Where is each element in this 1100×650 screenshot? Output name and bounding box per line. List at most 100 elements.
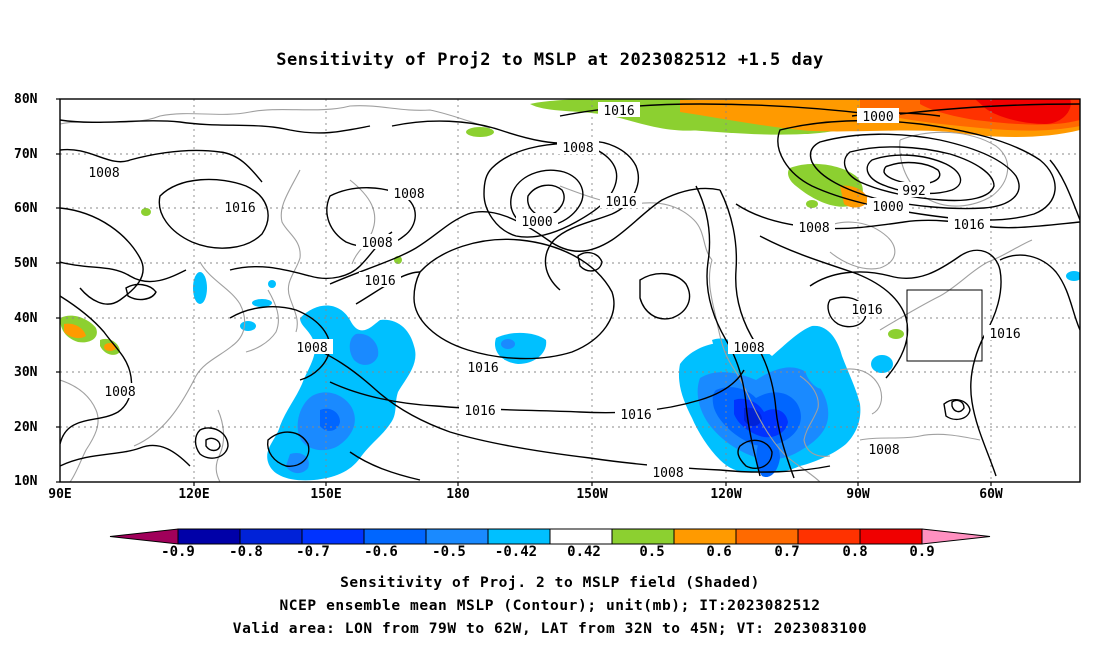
- colorbar-label: -0.42: [494, 544, 538, 560]
- contour-1008-trop: [299, 343, 721, 471]
- chart-title: Sensitivity of Proj2 to MSLP at 20230825…: [276, 50, 824, 70]
- coastline-siberia: [60, 105, 491, 129]
- isobar-label: 1000: [521, 215, 552, 230]
- shade-midblue-cpac: [501, 339, 515, 349]
- isobar-label: 1008: [393, 187, 424, 202]
- shade-lightblue-blob-2: [252, 299, 272, 307]
- contour-asia-mid: [60, 207, 144, 305]
- colorbar-segment: [859, 528, 923, 545]
- colorbar-label: 0.6: [706, 544, 732, 560]
- coastline-japan: [245, 289, 279, 353]
- colorbar-label: 0.9: [909, 544, 935, 560]
- contour-asia-tc: [194, 427, 229, 459]
- coastline-west-north-america: [708, 259, 821, 482]
- isobar-label: 1008: [868, 443, 899, 458]
- colorbar-label: 0.5: [639, 544, 665, 560]
- positive-sensitivity-shading: [60, 99, 1080, 355]
- isobar-labels: 1016 1000 1008 1008 1016 1008 1016 992 1…: [83, 102, 1026, 481]
- lat-label-80n: 80N: [14, 92, 38, 107]
- contour-greenland-low-4: [866, 154, 962, 195]
- valid-area-box: [906, 289, 983, 362]
- caption-line-1: Sensitivity of Proj. 2 to MSLP field (Sh…: [340, 575, 760, 591]
- isobar-label: 1008: [562, 141, 593, 156]
- isobar-label: 1008: [798, 221, 829, 236]
- mslp-contours: [60, 103, 1080, 481]
- lat-label-50n: 50N: [14, 256, 38, 271]
- axis-ticks: [56, 98, 992, 486]
- isobar-label: 1016: [464, 404, 495, 419]
- lat-label-70n: 70N: [14, 147, 38, 162]
- lat-label-60n: 60N: [14, 201, 38, 216]
- lon-label-90e: 90E: [48, 487, 72, 502]
- coastline-east-north-america: [879, 239, 1033, 331]
- contour-asia-small: [125, 283, 157, 301]
- isobar-label: 1016: [851, 303, 882, 318]
- contour-subtrop-small: [639, 273, 691, 320]
- contour-1016-north-pacific: [329, 187, 721, 285]
- contour-na-1016: [759, 235, 909, 379]
- colorbar-label: 0.7: [774, 544, 800, 560]
- colorbar-label: -0.5: [432, 544, 466, 560]
- colorbar-segment: [611, 528, 675, 545]
- colorbar-segment: [673, 528, 737, 545]
- lat-label-10n: 10N: [14, 474, 38, 489]
- isobar-label: 1008: [652, 466, 683, 481]
- contour-trop-east: [737, 439, 773, 470]
- contour-asia-trop: [60, 444, 191, 467]
- isobar-label: 1000: [862, 110, 893, 125]
- contour-na-1008: [735, 203, 1080, 230]
- contour-atl-east-2: [1049, 159, 1080, 221]
- contour-arctic-north-east: [899, 103, 1080, 115]
- contour-asia-high: [158, 178, 269, 249]
- lon-label-90w: 90W: [846, 487, 870, 502]
- isobar-label: 1016: [224, 201, 255, 216]
- lat-label-20n: 20N: [14, 420, 38, 435]
- contour-greenland-low-1: [777, 119, 1056, 221]
- isobar-label: 1008: [733, 341, 764, 356]
- coastline-kamchatka: [349, 179, 376, 265]
- contour-asia-mid-2: [60, 261, 187, 283]
- isobar-label: 1016: [620, 408, 651, 423]
- coastline-gulf-of-mexico: [799, 375, 831, 457]
- colorbar-label: 0.8: [842, 544, 868, 560]
- coastline-philippines: [215, 409, 225, 482]
- isobar-label: 1000: [872, 200, 903, 215]
- contour-japan: [229, 306, 331, 381]
- isobar-label: 1016: [364, 274, 395, 289]
- colorbar-segment: [797, 528, 861, 545]
- caption-line-3: Valid area: LON from 79W to 62W, LAT fro…: [232, 621, 868, 637]
- coastline-caribbean: [859, 433, 981, 441]
- lon-label-120e: 120E: [178, 487, 210, 502]
- isobar-label: 992: [902, 184, 925, 199]
- lon-label-150w: 150W: [576, 487, 608, 502]
- contour-subtrop-small-3: [267, 431, 310, 467]
- contour-na-ring-a: [827, 296, 867, 328]
- shade-lightblue-wpac: [267, 305, 416, 481]
- colorbar-segment: [735, 528, 799, 545]
- shade-midblue-wpac-3: [286, 452, 309, 474]
- colorbar-min-triangle: [109, 528, 179, 545]
- contour-subtrop-small-2: [577, 251, 603, 272]
- colorbar-label: 0.42: [567, 544, 601, 560]
- shade-orange-asia-2: [104, 343, 116, 351]
- contour-greenland-low-5: [883, 161, 941, 185]
- contour-asia-north: [60, 148, 263, 183]
- isobar-label: 1016: [605, 195, 636, 210]
- contour-na-ring-c: [951, 399, 965, 413]
- colorbar: [109, 528, 991, 545]
- colorbar-segment: [487, 528, 551, 545]
- shade-green-blob-4: [888, 329, 904, 339]
- contour-na-high: [809, 249, 1002, 477]
- shade-green-blob-3: [806, 200, 818, 208]
- colorbar-segment: [301, 528, 365, 545]
- isobar-label: 1016: [953, 218, 984, 233]
- shade-lightblue-gulf: [804, 356, 839, 390]
- lon-label-150e: 150E: [310, 487, 342, 502]
- colorbar-label: -0.8: [229, 544, 263, 560]
- coastline-hudson-bay: [819, 221, 896, 270]
- contour-na-ring-b: [943, 399, 971, 421]
- colorbar-label: -0.7: [296, 544, 330, 560]
- isobar-label: 1008: [361, 236, 392, 251]
- isobar-label: 1016: [603, 104, 634, 119]
